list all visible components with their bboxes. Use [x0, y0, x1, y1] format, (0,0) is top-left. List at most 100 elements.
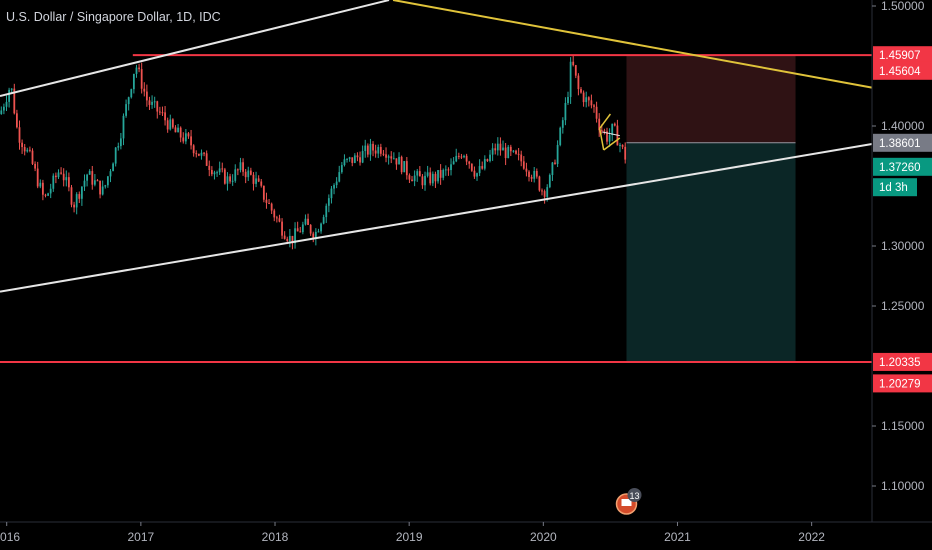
candle [216, 170, 218, 177]
candle [611, 123, 614, 142]
triangle-left-line [598, 128, 605, 151]
candle [132, 73, 135, 94]
candle-body [114, 147, 117, 164]
candle [504, 143, 507, 166]
candle-body [320, 223, 322, 232]
candle [13, 83, 16, 115]
candle [197, 153, 200, 157]
candle [377, 144, 380, 159]
candle-body [13, 88, 16, 114]
candle [65, 170, 68, 187]
price-tag-label: 1.45907 [879, 50, 921, 62]
candle [244, 168, 247, 184]
candle [455, 148, 458, 163]
candle-body [379, 147, 382, 154]
candle [307, 213, 309, 226]
candle-body [5, 101, 8, 107]
lower-channel-line [0, 143, 873, 293]
price-tag-label: 1.45604 [879, 66, 921, 78]
candle-body [361, 151, 364, 163]
time-tick-label: 2016 [0, 530, 20, 544]
candle-body [265, 199, 268, 203]
candle [444, 165, 447, 176]
candle [460, 153, 463, 160]
candle [41, 179, 44, 201]
candle [26, 147, 29, 153]
candle-body [208, 165, 211, 170]
time-axis[interactable]: 2016 2017 2018 2019 2020 2021 2022 [0, 521, 932, 544]
candle [242, 158, 244, 176]
candle [369, 138, 372, 161]
candle-body [372, 143, 374, 151]
candle-body [593, 105, 595, 107]
candle [387, 154, 390, 165]
time-tick-label: 2018 [262, 530, 289, 544]
candle-body [439, 170, 442, 178]
candle-body [21, 142, 23, 148]
candle-body [520, 154, 523, 162]
candle-body [353, 155, 356, 163]
candle-body [151, 101, 153, 105]
candle [8, 87, 10, 108]
candle-body [390, 156, 393, 159]
time-tick-label: 2019 [396, 530, 423, 544]
candle [494, 143, 497, 155]
candle-body [494, 148, 497, 151]
candle [346, 158, 348, 163]
candle [559, 126, 562, 147]
candle-body [491, 148, 494, 155]
candle-body [301, 224, 304, 233]
candle [429, 167, 432, 186]
candle [541, 188, 543, 196]
candle [489, 149, 491, 163]
candle [416, 168, 419, 182]
candle-body [572, 61, 575, 66]
price-tick-label: 1.30000 [881, 239, 925, 253]
candle-body [585, 97, 588, 103]
candle [392, 152, 395, 160]
candle-body [210, 169, 213, 175]
candle [2, 103, 5, 115]
candle-body [385, 154, 387, 158]
candle-body [611, 123, 614, 136]
price-axis[interactable]: 1.10000 1.15000 1.25000 1.30000 1.40000 1.500… [871, 0, 925, 522]
candle-body [143, 88, 146, 92]
candle [28, 146, 31, 153]
candle-body [296, 228, 299, 232]
candle [535, 168, 538, 179]
candle-body [260, 181, 263, 186]
events-badge[interactable]: 13 [615, 488, 642, 515]
candle-body [395, 158, 398, 165]
candles [0, 55, 627, 250]
candle-body [223, 169, 226, 184]
candle [582, 90, 585, 107]
candle-body [460, 156, 463, 158]
candle [338, 165, 341, 183]
price-tag-box [873, 133, 932, 152]
candle [301, 221, 304, 235]
candle [356, 152, 359, 162]
candle-body [530, 176, 533, 179]
candle-body [309, 224, 312, 234]
candle [624, 142, 627, 164]
candle [463, 154, 465, 159]
candle [548, 173, 551, 189]
candle [177, 123, 179, 133]
candle [390, 151, 393, 164]
candle [572, 55, 575, 67]
candle-body [356, 155, 359, 158]
candle-body [213, 172, 216, 175]
candle [91, 165, 94, 190]
candle [174, 125, 177, 133]
candle-body [434, 173, 437, 182]
candle [379, 143, 382, 157]
candle-body [463, 155, 465, 158]
candle [93, 174, 96, 187]
candle-body [62, 173, 65, 181]
candle-body [10, 88, 13, 90]
candle [478, 159, 481, 177]
candle-body [486, 159, 489, 162]
candle-body [509, 146, 512, 152]
candle [294, 222, 296, 249]
